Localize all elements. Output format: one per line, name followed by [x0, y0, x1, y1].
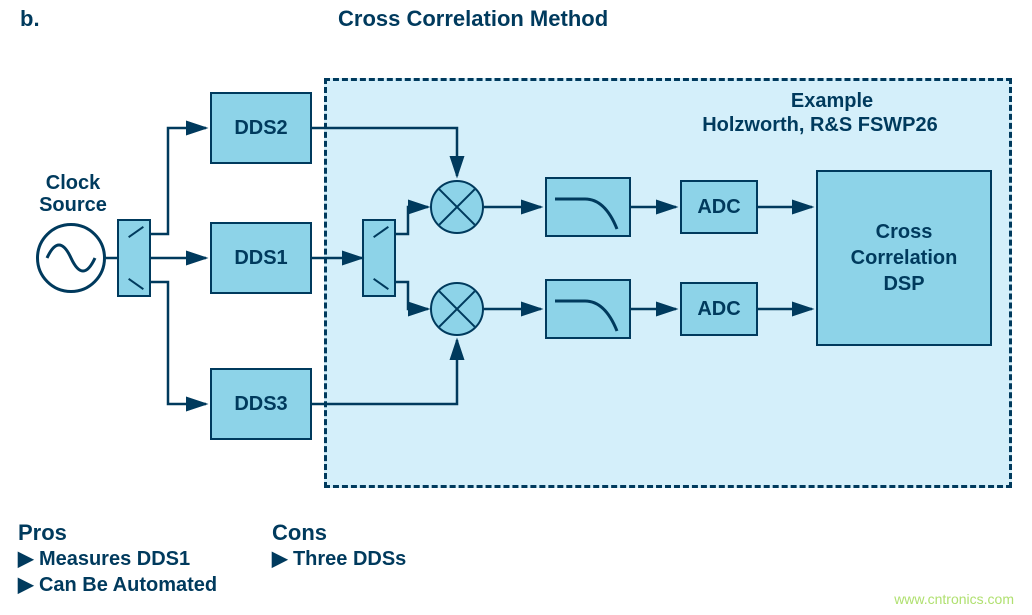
lowpass-filter-bottom	[545, 279, 631, 339]
cons-title: Cons	[272, 520, 327, 546]
example-label-line1: Example	[672, 90, 992, 113]
clock-source-label-line1: Clock	[42, 172, 104, 195]
adc-top-label: ADC	[697, 196, 740, 219]
dds2-block: DDS2	[210, 92, 312, 164]
adc-top-block: ADC	[680, 180, 758, 234]
cons-item-1: ▶ Three DDSs	[272, 546, 406, 571]
watermark: www.cntronics.com	[894, 591, 1014, 607]
lowpass-filter-top	[545, 177, 631, 237]
splitter-1	[117, 219, 151, 297]
dsp-label-line2: Correlation	[851, 245, 958, 271]
pros-item-1-text: Measures DDS1	[39, 548, 190, 570]
pros-item-1: ▶ Measures DDS1	[18, 546, 190, 571]
mixer-bottom	[430, 282, 484, 336]
dds3-block: DDS3	[210, 368, 312, 440]
dsp-label-line1: Cross	[876, 219, 933, 245]
example-label-line2: Holzworth, R&S FSWP26	[640, 114, 1000, 137]
dds3-label: DDS3	[234, 393, 287, 416]
splitter-2	[362, 219, 396, 297]
diagram-title: Cross Correlation Method	[338, 6, 608, 32]
clock-source-icon	[36, 223, 106, 293]
clock-source-label-line2: Source	[36, 194, 110, 217]
dsp-label-line3: DSP	[883, 271, 924, 297]
pros-item-2-text: Can Be Automated	[39, 574, 217, 596]
cross-correlation-dsp-block: Cross Correlation DSP	[816, 170, 992, 346]
mixer-top	[430, 180, 484, 234]
panel-id: b.	[20, 6, 40, 32]
dds1-block: DDS1	[210, 222, 312, 294]
adc-bottom-block: ADC	[680, 282, 758, 336]
dds2-label: DDS2	[234, 117, 287, 140]
dds1-label: DDS1	[234, 247, 287, 270]
adc-bottom-label: ADC	[697, 298, 740, 321]
pros-item-2: ▶ Can Be Automated	[18, 572, 217, 597]
pros-title: Pros	[18, 520, 67, 546]
cons-item-1-text: Three DDSs	[293, 548, 406, 570]
